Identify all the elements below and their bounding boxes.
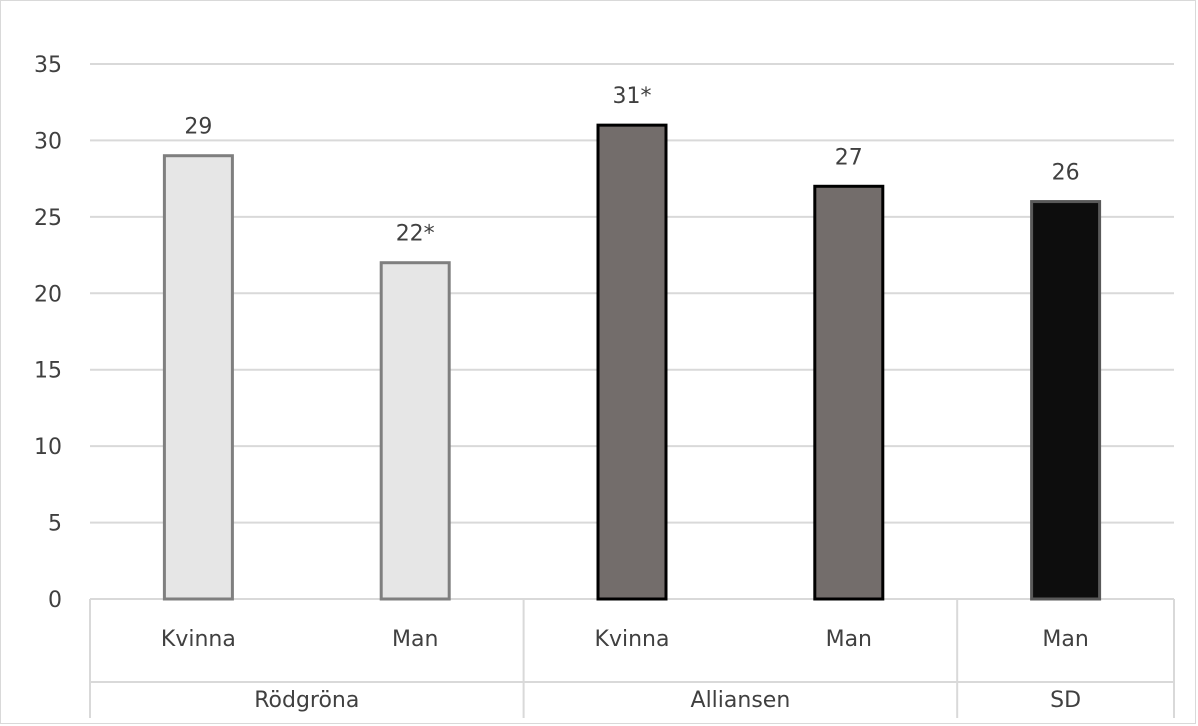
data-label: 22* (396, 222, 435, 247)
group-label: Rödgröna (254, 688, 359, 713)
bar (379, 261, 451, 601)
bar (1030, 200, 1102, 601)
y-tick-label: 30 (34, 129, 62, 154)
y-tick-label: 25 (34, 206, 62, 231)
category-label: Man (392, 627, 438, 652)
y-tick-label: 35 (34, 53, 62, 78)
category-label: Kvinna (595, 627, 670, 652)
y-tick-label: 20 (34, 282, 62, 307)
data-label: 29 (184, 115, 212, 140)
category-label: Man (1042, 627, 1088, 652)
y-tick-label: 0 (48, 588, 62, 613)
category-label: Man (826, 627, 872, 652)
group-label: SD (1050, 688, 1081, 713)
bar (813, 184, 885, 601)
group-label: Alliansen (691, 688, 791, 713)
bar (596, 123, 668, 601)
y-tick-label: 15 (34, 359, 62, 384)
data-label: 31* (613, 84, 652, 109)
y-tick-label: 10 (34, 435, 62, 460)
bar (162, 154, 234, 601)
data-label: 27 (835, 145, 863, 170)
data-label: 26 (1052, 161, 1080, 186)
y-tick-label: 5 (48, 512, 62, 537)
category-label: Kvinna (161, 627, 236, 652)
